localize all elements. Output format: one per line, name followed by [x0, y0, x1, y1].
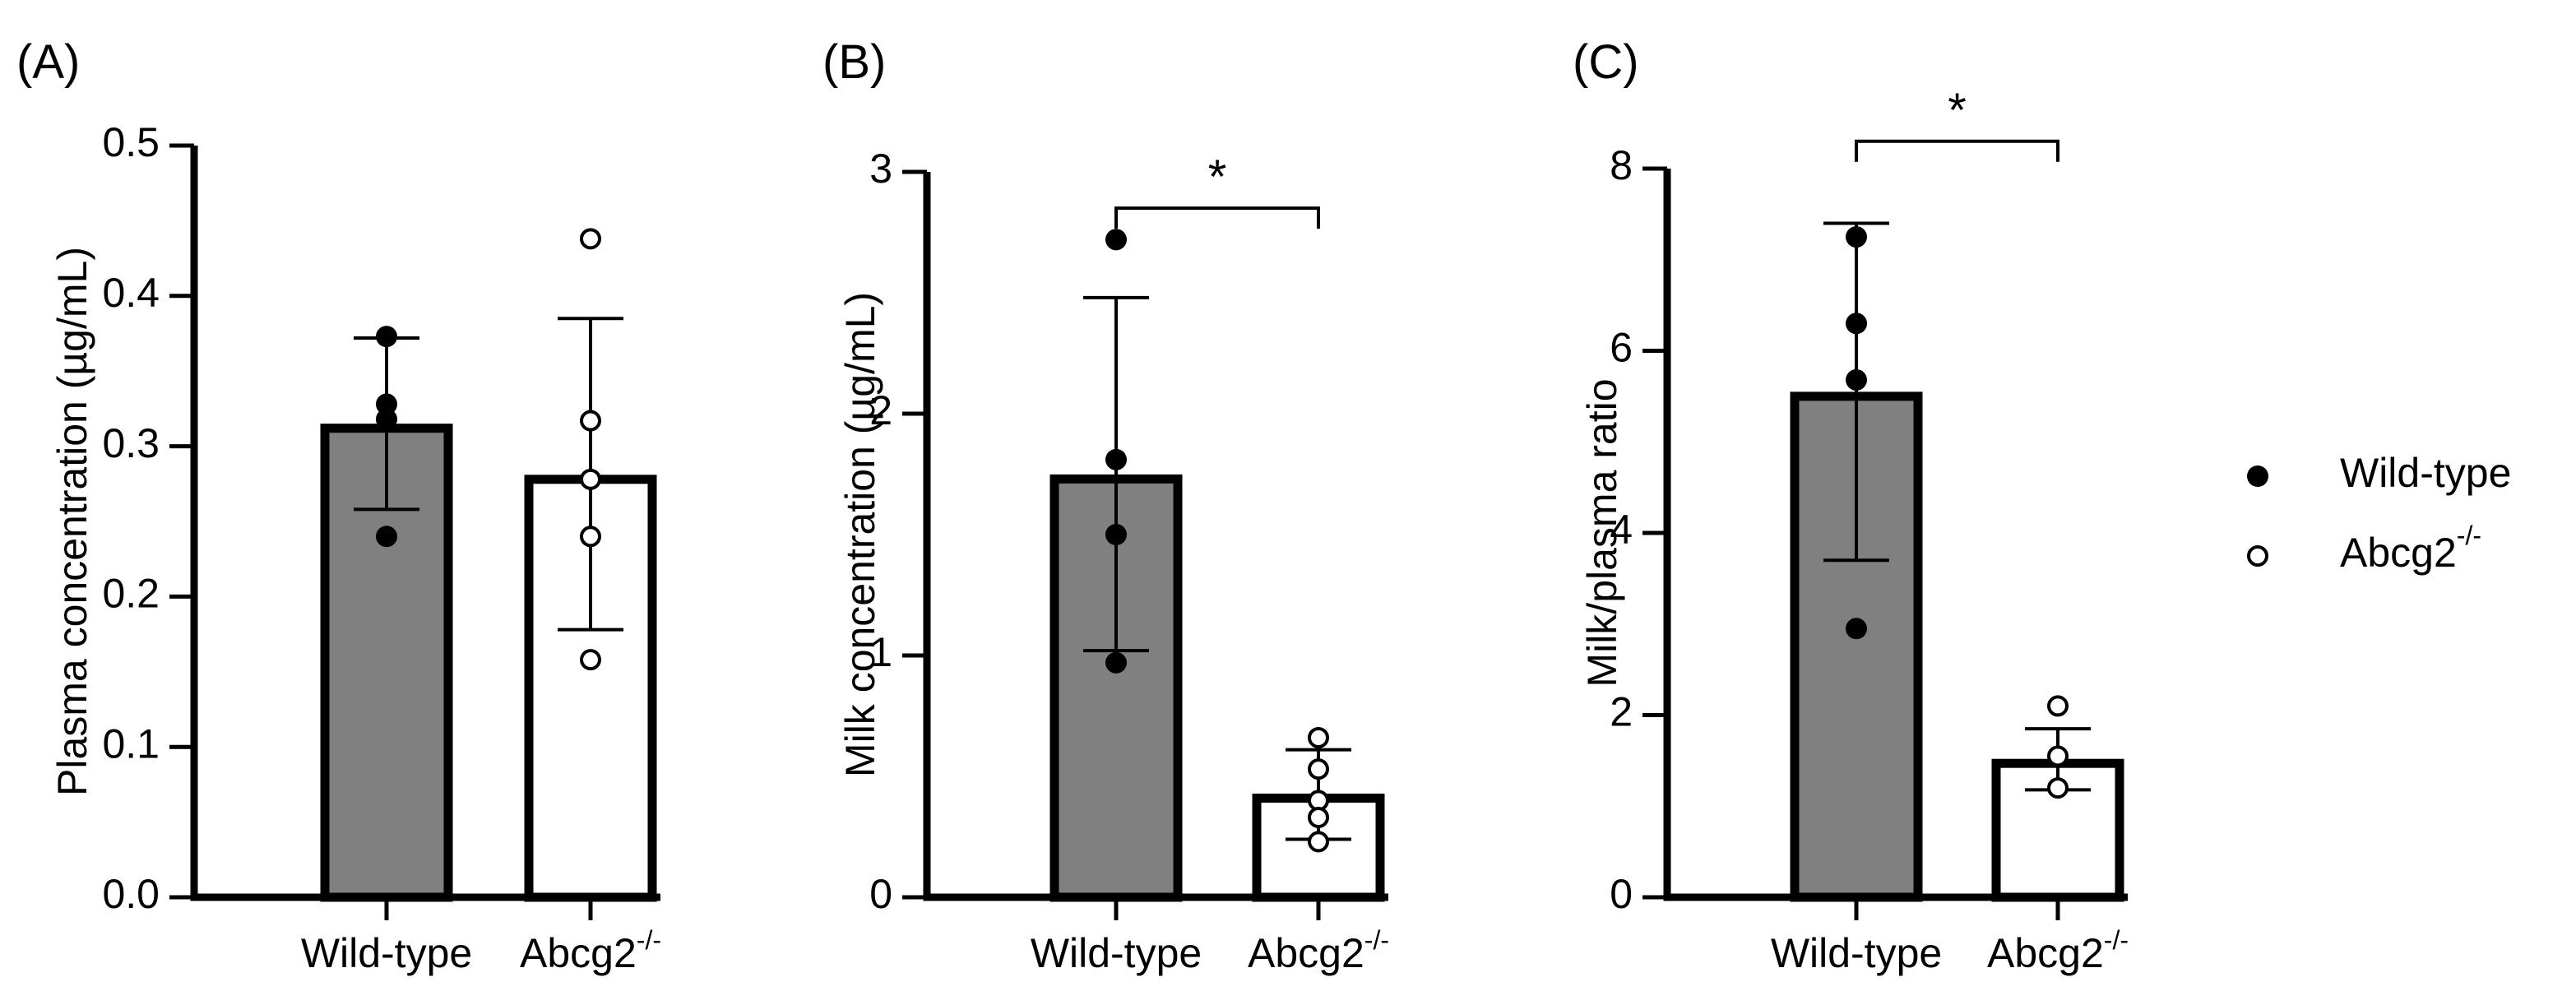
error-bar-wild-type — [1823, 221, 1889, 563]
data-point-abcg2 — [1308, 726, 1329, 748]
data-point-wild-type — [376, 408, 397, 430]
x-tick-label-superscript: -/- — [1364, 925, 1389, 955]
legend-item-wild-type: Wild-type — [2247, 450, 2511, 496]
legend-label: Abcg2-/- — [2340, 521, 2481, 576]
data-point-wild-type — [1846, 313, 1867, 335]
legend-label: Wild-type — [2340, 450, 2511, 496]
y-tick-label: 4 — [1610, 507, 1633, 553]
significance-bracket-line — [1114, 206, 1320, 229]
y-tick-label: 0.1 — [102, 720, 160, 766]
significance-bracket — [1855, 139, 2059, 162]
panel-c: (C) Milk/plasma ratio 0 2 4 6 8 Wild-type Abcg2-… — [1573, 35, 2129, 976]
data-point-abcg2 — [580, 649, 601, 671]
y-tick-label: 0 — [1610, 871, 1633, 917]
data-point-wild-type — [376, 393, 397, 415]
panel-label: (A) — [16, 35, 80, 89]
y-tick-label: 2 — [869, 387, 892, 433]
legend-marker-filled — [2247, 465, 2268, 487]
y-tick-label: 0 — [869, 871, 892, 917]
data-point-abcg2 — [580, 526, 601, 548]
panel-label: (C) — [1573, 35, 1639, 89]
x-tick-label: Abcg2-/- — [520, 925, 661, 976]
y-tick-label: 0.4 — [102, 270, 160, 316]
x-tick-label-superscript: -/- — [2104, 925, 2129, 955]
x-tick-label: Wild-type — [1031, 930, 1202, 976]
panel-a: (A) Plasma concentration (µg/mL) 0.0 0.1 0.2… — [16, 35, 661, 976]
y-tick-label: 8 — [1610, 142, 1633, 188]
legend-marker-open — [2247, 545, 2268, 567]
y-axis-label: Plasma concentration (µg/mL) — [49, 247, 95, 796]
significance-bracket — [1114, 206, 1320, 229]
y-tick-label: 0.5 — [102, 119, 160, 165]
data-point-abcg2 — [2047, 777, 2069, 799]
data-point-abcg2 — [580, 410, 601, 432]
data-point-wild-type — [1846, 226, 1867, 248]
data-point-abcg2 — [580, 228, 601, 250]
y-tick-label: 3 — [869, 146, 892, 192]
legend-label-superscript: -/- — [2457, 521, 2481, 550]
y-tick-label: 0.2 — [102, 571, 160, 617]
y-tick-label: 0.3 — [102, 420, 160, 466]
data-point-abcg2 — [1308, 831, 1329, 853]
data-point-abcg2 — [1308, 806, 1329, 828]
y-tick-label: 6 — [1610, 325, 1633, 371]
y-tick-label: 2 — [1610, 689, 1633, 735]
x-tick-label: Wild-type — [1771, 930, 1942, 976]
data-point-abcg2 — [1308, 758, 1329, 780]
data-point-wild-type — [1105, 448, 1127, 470]
chart-panels: (A) Plasma concentration (µg/mL) 0.0 0.1 0.2… — [16, 35, 2129, 976]
data-point-wild-type — [1105, 229, 1127, 251]
data-point-wild-type — [1105, 524, 1127, 545]
data-point-wild-type — [376, 526, 397, 548]
legend-item-abcg2: Abcg2-/- — [2247, 521, 2481, 576]
data-point-abcg2 — [2047, 745, 2069, 767]
data-point-wild-type — [1846, 368, 1867, 391]
y-tick-label: 0.0 — [102, 871, 160, 917]
y-tick-label: 1 — [869, 629, 892, 675]
data-point-wild-type — [1846, 618, 1867, 640]
y-axis-label: Milk concentration (µg/mL) — [837, 292, 883, 777]
x-tick-label-superscript: -/- — [637, 925, 661, 955]
data-point-abcg2 — [580, 468, 601, 490]
panel-label: (B) — [822, 35, 886, 89]
x-tick-label: Wild-type — [301, 930, 472, 976]
data-point-abcg2 — [2047, 695, 2069, 717]
panel-b: (B) Milk concentration (µg/mL) 0 1 2 3 Wild-ty… — [822, 35, 1389, 976]
data-point-wild-type — [376, 326, 397, 348]
significance-label: * — [1948, 84, 1967, 137]
significance-bracket-line — [1855, 139, 2059, 162]
error-bar-wild-type — [1083, 295, 1149, 653]
significance-label: * — [1208, 151, 1227, 204]
legend: Wild-type Abcg2-/- — [2247, 450, 2511, 576]
y-axis-label: Milk/plasma ratio — [1579, 378, 1625, 687]
x-tick-label: Abcg2-/- — [1248, 925, 1389, 976]
data-point-wild-type — [1105, 651, 1127, 674]
x-tick-label: Abcg2-/- — [1987, 925, 2129, 976]
